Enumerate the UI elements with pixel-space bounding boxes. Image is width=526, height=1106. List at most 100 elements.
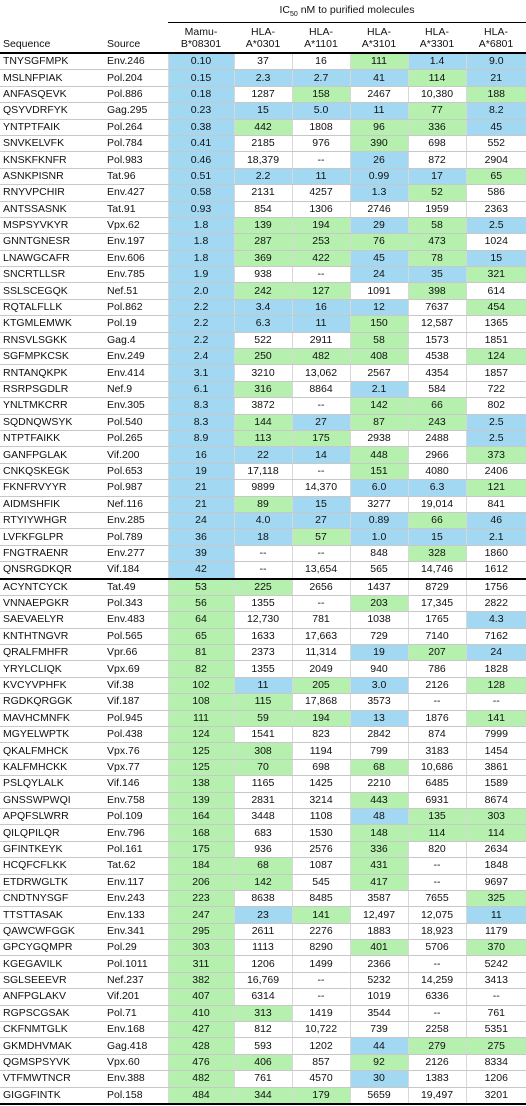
value-cell: 10,380 xyxy=(407,86,466,104)
value-cell: 16 xyxy=(167,446,234,464)
value-cell: 29 xyxy=(349,217,408,235)
sequence-cell: LNAWGCAFR xyxy=(0,250,104,268)
sequence-cell: SQDNQWSYK xyxy=(0,414,104,431)
value-cell: 17,663 xyxy=(291,628,350,646)
value-cell: 18,379 xyxy=(233,151,292,169)
table-row: KTGMLEMWK Pol.19 2.2 6.3 11 150 12,587 1365 xyxy=(0,315,526,333)
column-header: HLA- A*0301 xyxy=(234,23,292,54)
value-cell: 0.46 xyxy=(167,151,234,169)
value-cell: 1419 xyxy=(291,1005,350,1023)
value-cell: 247 xyxy=(167,906,234,924)
value-cell: 584 xyxy=(407,381,466,399)
value-cell: 141 xyxy=(291,906,350,924)
value-cell: 3413 xyxy=(465,972,526,990)
value-cell: 6.3 xyxy=(407,479,466,497)
value-cell: 698 xyxy=(407,135,466,153)
value-cell: 8334 xyxy=(465,1054,526,1072)
value-cell: -- xyxy=(291,151,350,169)
value-cell: 2634 xyxy=(465,841,526,859)
source-cell: Env.246 xyxy=(104,53,168,71)
value-cell: 1.8 xyxy=(167,250,234,268)
value-cell: -- xyxy=(233,545,292,563)
value-cell: 1848 xyxy=(465,857,526,875)
value-cell: 8729 xyxy=(407,578,466,596)
value-cell: 2822 xyxy=(465,595,526,613)
value-cell: 0.18 xyxy=(167,86,234,104)
value-cell: 328 xyxy=(407,545,466,563)
column-header-line: A*3101 xyxy=(361,38,397,50)
source-cell: Vpx.60 xyxy=(104,1054,168,1072)
value-cell: 127 xyxy=(291,282,350,300)
value-cell: 13 xyxy=(349,710,408,728)
value-cell: 111 xyxy=(167,710,234,728)
value-cell: 10,686 xyxy=(407,759,466,777)
source-cell: Pol.784 xyxy=(104,135,168,153)
value-cell: 1765 xyxy=(407,611,466,629)
value-cell: 17 xyxy=(407,168,466,186)
value-cell: 5659 xyxy=(349,1087,408,1105)
table-row: RSRPSGDLR Nef.9 6.1 316 8864 2.1 584 722 xyxy=(0,381,526,399)
table-row: RNSVLSGKK Gag.4 2.2 522 2911 58 1573 1851 xyxy=(0,332,526,350)
value-cell: 125 xyxy=(167,759,234,777)
source-cell: Pol.265 xyxy=(104,430,168,448)
value-cell: 46 xyxy=(465,512,526,530)
value-cell: 35 xyxy=(407,266,466,284)
source-cell: Pol.886 xyxy=(104,86,168,104)
column-header-line: Sequence xyxy=(3,38,51,50)
value-cell: 194 xyxy=(291,217,350,235)
value-cell: 370 xyxy=(465,939,526,957)
value-cell: 799 xyxy=(349,742,408,760)
value-cell: 7655 xyxy=(407,890,466,908)
value-cell: 250 xyxy=(233,348,292,366)
value-cell: 42 xyxy=(167,561,234,579)
value-cell: 0.89 xyxy=(349,512,408,530)
table-row: FKNFRVYYR Pol.987 21 9899 14,370 6.0 6.3 121 xyxy=(0,479,526,497)
value-cell: 3861 xyxy=(465,759,526,777)
sequence-cell: QILQPILQR xyxy=(0,824,104,842)
value-cell: 206 xyxy=(167,874,234,891)
value-cell: -- xyxy=(407,874,466,891)
value-cell: 1437 xyxy=(349,578,408,596)
value-cell: 417 xyxy=(349,874,408,891)
value-cell: 4538 xyxy=(407,348,466,366)
value-cell: 2567 xyxy=(349,364,408,382)
value-cell: 12,075 xyxy=(407,906,466,924)
value-cell: 313 xyxy=(233,1005,292,1023)
value-cell: 96 xyxy=(349,119,408,136)
source-cell: Pol.653 xyxy=(104,463,168,481)
value-cell: 3.4 xyxy=(233,299,292,317)
value-cell: 473 xyxy=(407,233,466,251)
value-cell: 11 xyxy=(349,102,408,120)
value-cell: 16 xyxy=(291,299,350,317)
source-cell: Vpx.76 xyxy=(104,742,168,760)
value-cell: 1425 xyxy=(291,775,350,793)
value-cell: 3448 xyxy=(233,808,292,826)
value-cell: 1883 xyxy=(349,923,408,941)
value-cell: 68 xyxy=(349,759,408,777)
value-cell: 410 xyxy=(167,1005,234,1023)
value-cell: 1530 xyxy=(291,824,350,842)
sequence-cell: LVFKFGLPR xyxy=(0,528,104,546)
source-cell: Env.197 xyxy=(104,233,168,251)
value-cell: 53 xyxy=(167,578,234,596)
column-header: Source xyxy=(104,23,168,54)
value-cell: 24 xyxy=(167,512,234,530)
sequence-cell: RGPSCGSAK xyxy=(0,1005,104,1023)
source-cell: Env.305 xyxy=(104,397,168,415)
value-cell: 15 xyxy=(233,102,292,120)
value-cell: 59 xyxy=(233,710,292,728)
value-cell: 8638 xyxy=(233,890,292,908)
source-cell: Pol.29 xyxy=(104,939,168,957)
value-cell: 2.3 xyxy=(233,69,292,87)
value-cell: 114 xyxy=(407,69,466,87)
value-cell: 2185 xyxy=(233,135,292,153)
value-cell: 6931 xyxy=(407,792,466,809)
value-cell: 1355 xyxy=(233,660,292,678)
value-cell: 476 xyxy=(167,1054,234,1072)
value-cell: 144 xyxy=(233,414,292,431)
value-cell: 5232 xyxy=(349,972,408,990)
value-cell: -- xyxy=(291,266,350,284)
value-cell: 6.3 xyxy=(233,315,292,333)
value-cell: 940 xyxy=(349,660,408,678)
value-cell: 77 xyxy=(407,102,466,120)
